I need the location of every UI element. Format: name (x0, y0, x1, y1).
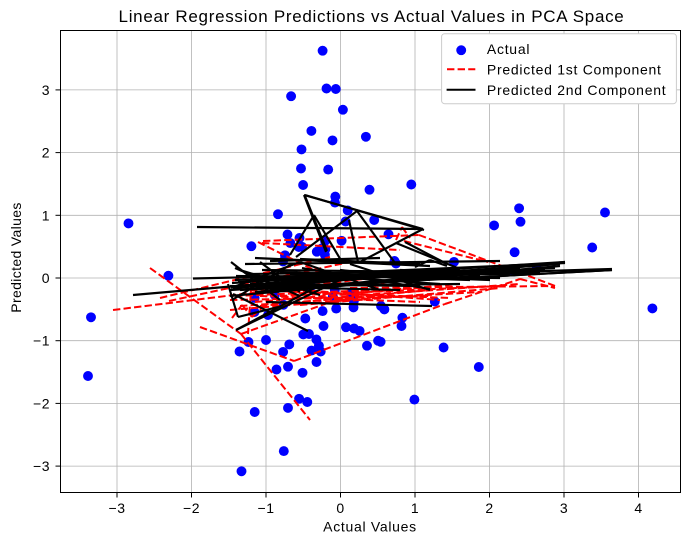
svg-text:2: 2 (42, 145, 50, 161)
svg-text:1: 1 (42, 207, 50, 223)
svg-text:0: 0 (336, 500, 344, 516)
svg-text:Linear Regression Predictions: Linear Regression Predictions vs Actual … (119, 7, 625, 26)
svg-text:−3: −3 (109, 500, 126, 516)
svg-text:2: 2 (485, 500, 493, 516)
svg-text:−1: −1 (33, 333, 50, 349)
svg-text:Predicted Values: Predicted Values (8, 202, 24, 312)
svg-text:Predicted 1st Component: Predicted 1st Component (487, 62, 662, 78)
svg-text:0: 0 (42, 270, 50, 286)
svg-text:−1: −1 (258, 500, 275, 516)
svg-text:Actual Values: Actual Values (323, 519, 417, 535)
svg-text:−2: −2 (33, 395, 50, 411)
svg-text:Predicted 2nd Component: Predicted 2nd Component (487, 82, 666, 98)
svg-text:−2: −2 (183, 500, 200, 516)
svg-text:3: 3 (42, 82, 50, 98)
svg-text:−3: −3 (33, 458, 50, 474)
svg-text:3: 3 (560, 500, 568, 516)
svg-text:1: 1 (411, 500, 419, 516)
svg-text:Actual: Actual (487, 41, 530, 57)
svg-text:4: 4 (634, 500, 642, 516)
